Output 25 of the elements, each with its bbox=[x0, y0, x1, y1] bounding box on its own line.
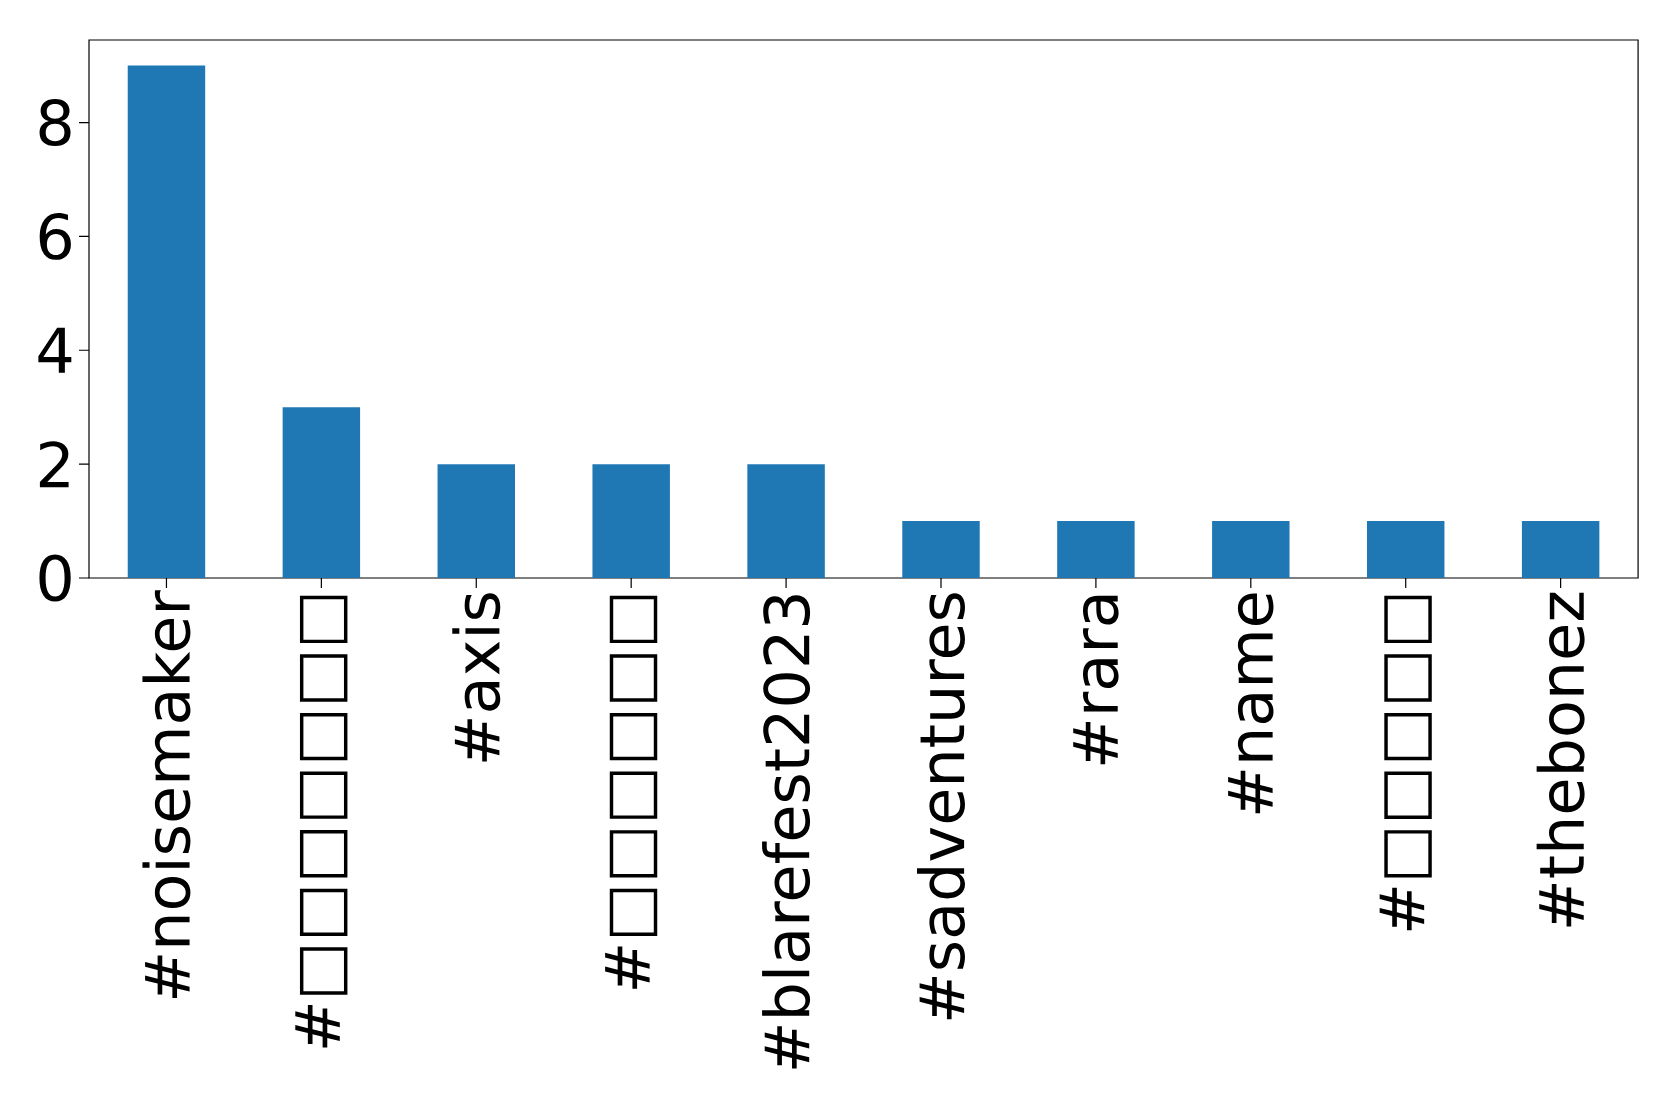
y-tick-label: 0 bbox=[39, 554, 71, 602]
x-tick-label: #name bbox=[1228, 593, 1274, 814]
bar bbox=[902, 521, 980, 578]
y-tick-label: 2 bbox=[39, 441, 69, 488]
bar bbox=[1212, 521, 1290, 578]
x-tick-label: #□□□□□□ bbox=[605, 595, 658, 989]
bar bbox=[1366, 521, 1445, 578]
y-tick-label: 8 bbox=[39, 99, 71, 146]
y-tick-label: 4 bbox=[38, 327, 72, 373]
bar bbox=[282, 407, 361, 578]
x-tick-label: #blarefest2023 bbox=[762, 595, 811, 1069]
x-tick-label: #sadventures bbox=[917, 593, 965, 1020]
bar bbox=[747, 464, 825, 578]
bar bbox=[1057, 521, 1135, 578]
x-tick-label: #noisemaker bbox=[142, 590, 191, 998]
bar bbox=[127, 65, 206, 578]
bar bbox=[1521, 521, 1600, 578]
y-tick-label: 6 bbox=[39, 212, 71, 260]
x-tick-label: #□□□□□ bbox=[1379, 595, 1432, 931]
bar bbox=[437, 464, 515, 578]
x-tick-label: #rara bbox=[1073, 595, 1119, 765]
x-tick-label: #□□□□□□□ bbox=[295, 595, 348, 1048]
x-tick-label: #axis bbox=[452, 593, 501, 762]
bar bbox=[592, 464, 670, 578]
x-tick-label: #thebonez bbox=[1536, 592, 1585, 927]
